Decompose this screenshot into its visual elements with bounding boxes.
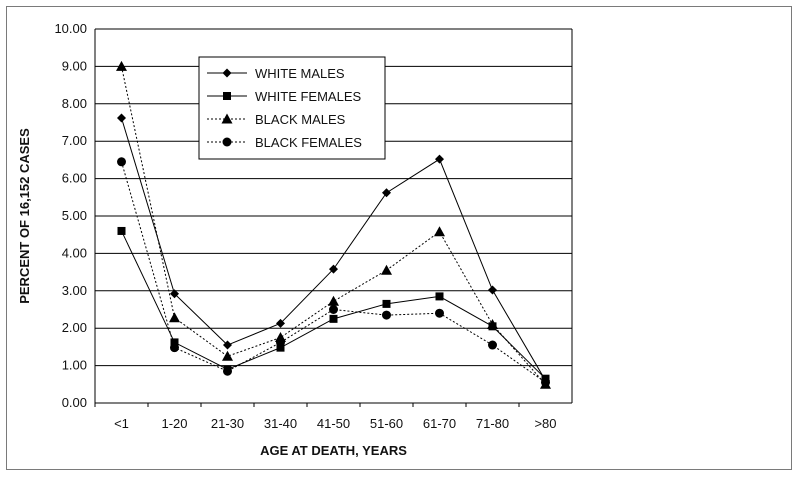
data-point-white-males [435,154,444,164]
y-tick-label: 10.00 [54,21,87,36]
data-point-white-males [223,340,232,350]
legend-item-white-females: WHITE FEMALES [207,89,362,104]
x-tick-label: >80 [534,416,556,431]
x-axis-title: AGE AT DEATH, YEARS [260,443,407,458]
data-point-white-males [329,264,338,274]
data-point-black-males [222,350,233,361]
legend-item-black-females: BLACK FEMALES [207,135,362,150]
x-tick-label: 51-60 [370,416,403,431]
data-point-black-males [434,226,445,237]
data-point-black-males [169,312,180,323]
legend-label: BLACK MALES [255,112,346,127]
chart-frame [6,6,792,470]
series-line-black-males [121,66,546,385]
legend-item-white-males: WHITE MALES [207,66,345,81]
x-tick-label: 21-30 [211,416,244,431]
data-point-black-females [382,310,391,320]
data-point-white-males [276,318,285,328]
series-group [116,60,551,389]
data-point-white-females [435,292,444,301]
x-tick-label: 31-40 [264,416,297,431]
y-tick-label: 4.00 [62,245,87,260]
data-point-black-females [329,305,338,314]
legend-label: WHITE FEMALES [255,89,362,104]
y-tick-label: 3.00 [62,283,87,298]
legend-marker-white-males [222,68,232,78]
data-point-black-females [117,157,126,167]
series-black-females [117,157,550,387]
y-tick-label: 7.00 [62,133,87,148]
data-point-white-males [382,188,391,198]
legend: WHITE MALES WHITE FEMALES BLACK MALES BLACK… [198,56,386,160]
y-tick-label: 1.00 [62,358,87,373]
data-point-black-females [435,308,444,318]
y-tick-label: 9.00 [62,58,87,73]
legend-label: BLACK FEMALES [255,135,362,150]
y-tick-label: 8.00 [62,96,87,111]
data-point-white-females [117,226,126,235]
data-point-black-males [381,264,392,275]
data-point-white-females [329,314,338,323]
data-point-white-females [382,299,391,308]
y-tick-label: 0.00 [62,395,87,410]
legend-marker-white-females [223,92,231,100]
legend-label: WHITE MALES [255,66,345,81]
data-point-black-males [487,318,498,329]
data-point-black-females [223,366,232,376]
legend-marker-black-males [221,113,233,124]
data-point-white-males [117,113,126,123]
data-point-black-females [170,343,179,353]
data-point-white-females [170,338,179,347]
legend-marker-black-females [222,137,232,147]
y-axis-title: PERCENT OF 16,152 CASES [17,128,32,304]
x-tick-label: 71-80 [476,416,509,431]
legend-item-black-males: BLACK MALES [207,112,346,127]
data-point-black-females [541,377,550,387]
y-tick-label: 5.00 [62,208,87,223]
data-point-white-males [488,285,497,295]
data-point-white-females [276,343,285,352]
x-tick-label: 61-70 [423,416,456,431]
data-point-black-females [488,340,497,350]
data-point-white-males [170,289,179,299]
y-tick-label: 2.00 [62,320,87,335]
y-tick-labels: 0.00 1.00 2.00 3.00 4.00 5.00 6.00 7.00 8.00 9.00… [54,21,87,410]
x-tick-label: 1-20 [161,416,187,431]
y-tick-label: 6.00 [62,171,87,186]
x-tick-label: 41-50 [317,416,350,431]
data-point-black-males [328,295,339,306]
x-tick-labels: <1 1-20 21-30 31-40 41-50 51-60 61-70 71-80 >80 [94,403,557,431]
data-point-black-males [116,60,127,71]
x-tick-label: <1 [114,416,129,431]
data-point-black-females [276,337,285,347]
